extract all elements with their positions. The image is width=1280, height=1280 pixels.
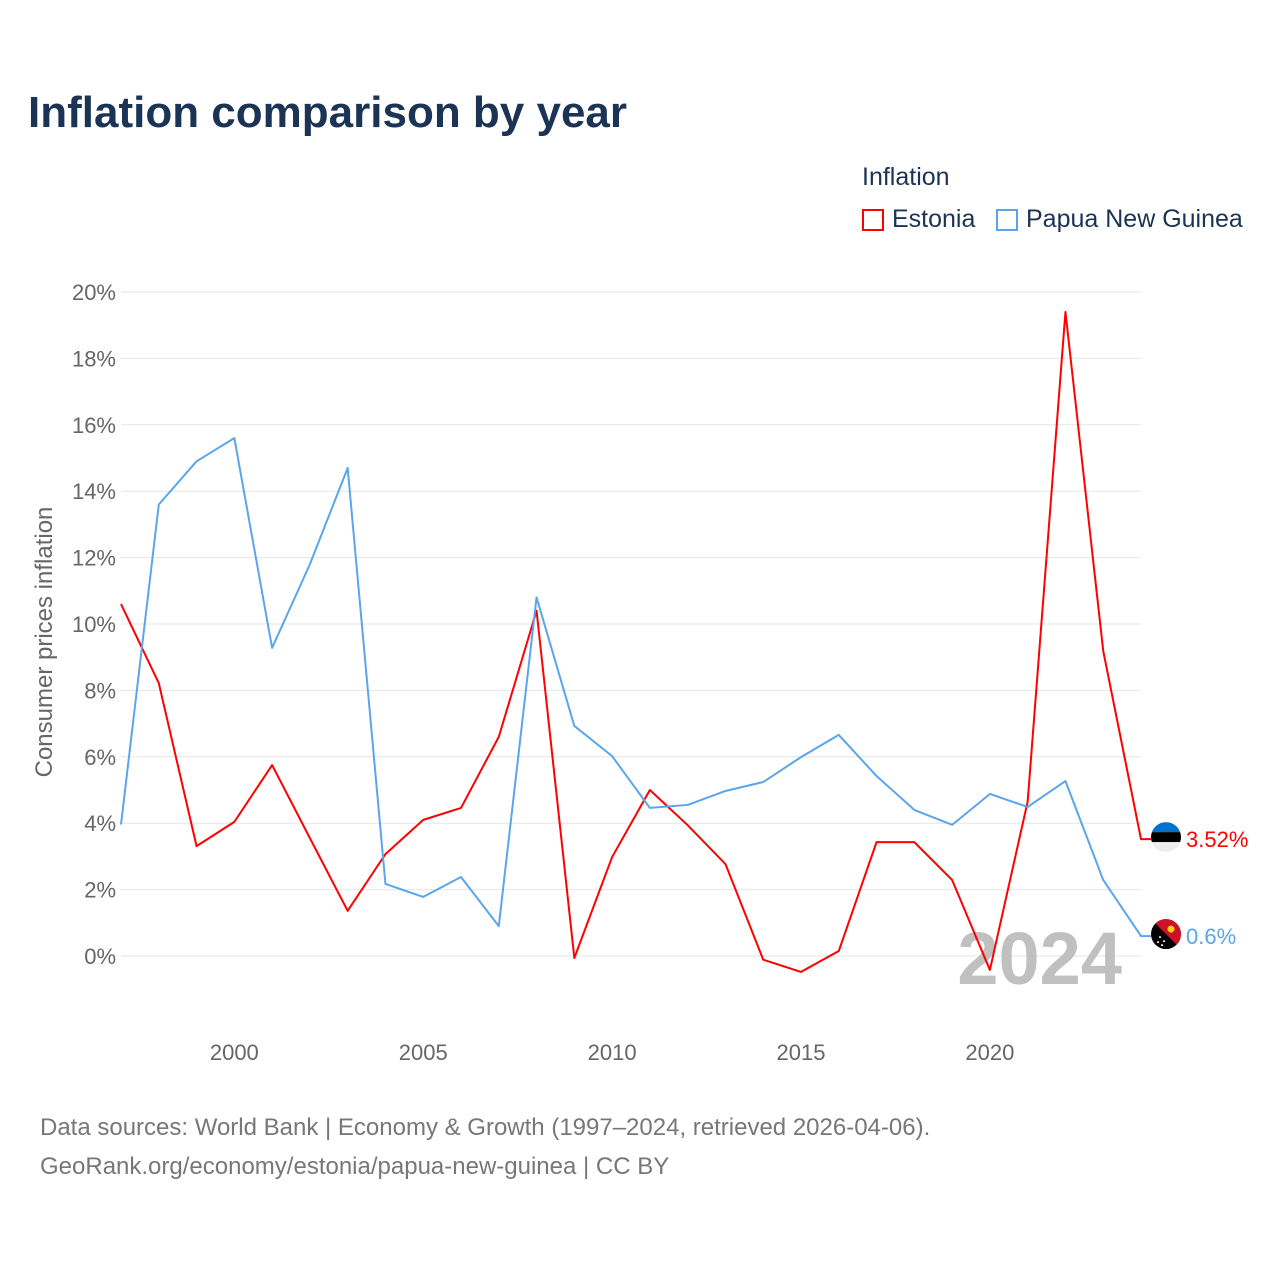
chart-title: Inflation comparison by year [28, 88, 628, 137]
y-tick-label: 8% [84, 678, 116, 703]
flag-stripe [1151, 842, 1181, 853]
legend-swatch-png [996, 208, 1018, 231]
flag-stripe [1151, 822, 1181, 833]
flag-stripe [1151, 832, 1181, 843]
legend-item-estonia[interactable]: Estonia [862, 205, 975, 234]
series-line-papua-new-guinea [120, 437, 1151, 938]
flag-stripes [1151, 822, 1181, 853]
flag-star [1157, 941, 1159, 944]
legend-swatch-estonia [862, 208, 884, 231]
estonia-flag-icon [1151, 822, 1181, 853]
url-text[interactable]: GeoRank.org/economy/estonia/papua-new-gu… [40, 1153, 670, 1180]
x-tick-label: 2015 [777, 1040, 826, 1065]
y-tick-label: 12% [72, 546, 116, 571]
y-axis-label: Consumer prices inflation [31, 507, 58, 778]
y-tick-label: 14% [72, 479, 116, 504]
y-tick-label: 20% [72, 280, 116, 305]
flag-red [1151, 919, 1181, 950]
y-tick-label: 16% [72, 413, 116, 438]
y-tick-label: 10% [72, 612, 116, 637]
flag-star [1163, 940, 1165, 943]
flag-star [1161, 944, 1163, 947]
source-text: Data sources: World Bank | Economy & Gro… [40, 1114, 931, 1141]
flag-star [1159, 936, 1161, 939]
x-tick-label: 2005 [399, 1040, 448, 1065]
year-watermark: 2024 [957, 917, 1122, 1000]
x-tick-label: 2010 [588, 1040, 637, 1065]
x-tick-label: 2000 [210, 1040, 259, 1065]
legend-item-papua-new-guinea[interactable]: Papua New Guinea [996, 205, 1243, 234]
footer: Data sources: World Bank | Economy & Gro… [40, 1108, 930, 1186]
x-tick-label: 2020 [965, 1040, 1014, 1065]
y-tick-label: 6% [84, 745, 116, 770]
flag-parts [1151, 919, 1181, 950]
end-value-label: 0.6% [1186, 924, 1236, 949]
end-value-label: 3.52% [1186, 827, 1248, 852]
y-tick-label: 0% [84, 944, 116, 969]
legend-label: Estonia [892, 205, 976, 233]
series-line-estonia [120, 310, 1151, 973]
y-tick-label: 18% [72, 346, 116, 371]
legend-title: Inflation [862, 163, 950, 191]
y-tick-label: 2% [84, 878, 116, 903]
papua-new-guinea-flag-icon [1151, 919, 1181, 950]
flag-bird [1167, 925, 1175, 933]
y-tick-label: 4% [84, 811, 116, 836]
legend-label: Papua New Guinea [1026, 205, 1243, 233]
